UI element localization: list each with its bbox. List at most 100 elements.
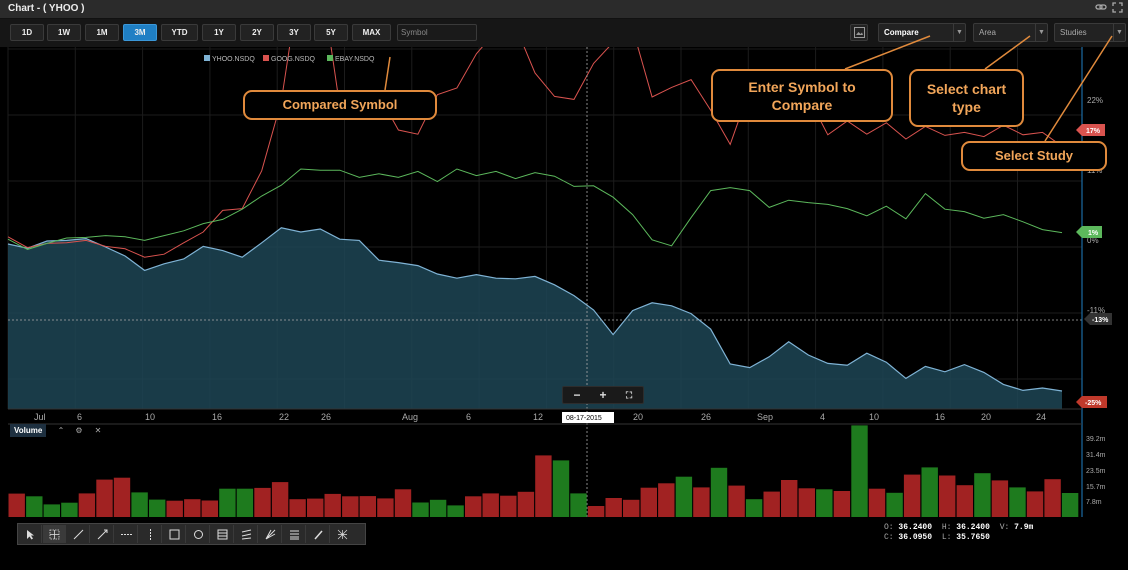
volume-axis-label: 7.8m bbox=[1086, 499, 1102, 506]
legend-swatch-yhoo bbox=[204, 55, 210, 61]
badge-yhoo-text: -25% bbox=[1085, 400, 1102, 407]
legend-label-goog: GOOG.NSDQ bbox=[271, 56, 316, 63]
fit-icon[interactable]: ⛶ bbox=[625, 390, 633, 400]
volume-bar bbox=[763, 491, 780, 517]
collapse-icon[interactable]: ⌃ bbox=[57, 426, 65, 435]
link-icon[interactable] bbox=[1094, 2, 1108, 16]
y-axis-label: 0% bbox=[1087, 236, 1099, 245]
text-icon[interactable] bbox=[331, 525, 354, 543]
range-button-3y[interactable]: 3Y bbox=[277, 24, 311, 41]
legend: YHOO.NSDQ GOOG.NSDQ EBAY.NSDQ bbox=[204, 55, 375, 63]
ohlc-vol: 7.9m bbox=[1014, 523, 1034, 532]
volume-bar bbox=[412, 502, 429, 517]
x-axis: Jul 6 10 16 22 26 Aug 6 12 20 26 Sep 4 1… bbox=[34, 412, 1046, 422]
badge-crosshair bbox=[1084, 313, 1112, 325]
ohlc-low: 35.7650 bbox=[956, 533, 990, 542]
ellipse-icon[interactable] bbox=[187, 525, 210, 543]
volume-bar bbox=[939, 475, 956, 517]
chart-type-label: Area bbox=[979, 28, 996, 37]
last-value-badges: 17% 1% -13% -25% bbox=[1076, 124, 1112, 408]
volume-bar bbox=[359, 496, 376, 517]
volume-bar bbox=[605, 498, 622, 517]
zoom-in-icon[interactable]: + bbox=[599, 388, 607, 402]
y-axis-label: -11% bbox=[1087, 306, 1105, 315]
range-button-1d[interactable]: 1D bbox=[10, 24, 44, 41]
volume-bar bbox=[1026, 491, 1044, 517]
expand-icon[interactable] bbox=[1110, 2, 1124, 16]
volume-bar bbox=[921, 467, 938, 517]
range-button-ytd[interactable]: YTD bbox=[161, 24, 198, 41]
rectangle-icon[interactable] bbox=[163, 525, 186, 543]
callout-select-study: Select Study bbox=[961, 141, 1107, 171]
range-button-5y[interactable]: 5Y bbox=[314, 24, 348, 41]
volume-bar bbox=[833, 491, 851, 517]
pointer-icon[interactable] bbox=[19, 525, 42, 543]
range-button-3m[interactable]: 3M bbox=[123, 24, 157, 41]
volume-bar bbox=[429, 499, 447, 517]
gann-fan-icon[interactable] bbox=[259, 525, 282, 543]
close-icon[interactable]: ✕ bbox=[94, 426, 102, 435]
crosshair-icon[interactable] bbox=[43, 525, 66, 543]
chevron-down-icon: ▼ bbox=[1113, 24, 1125, 41]
volume-bar bbox=[394, 489, 412, 517]
callout-compared-symbol-text: Compared Symbol bbox=[282, 97, 398, 112]
volume-bar bbox=[8, 493, 25, 517]
studies-dropdown[interactable]: Studies ▼ bbox=[1054, 23, 1126, 42]
x-axis-label: 20 bbox=[981, 412, 991, 422]
volume-bar bbox=[131, 492, 148, 517]
zoom-controls: − + ⛶ bbox=[562, 386, 644, 404]
screenshot-button[interactable] bbox=[850, 24, 868, 41]
volume-bar bbox=[289, 499, 306, 517]
channel-icon[interactable] bbox=[235, 525, 258, 543]
freeform-icon[interactable] bbox=[307, 525, 330, 543]
badge-goog bbox=[1076, 124, 1105, 136]
badge-yhoo bbox=[1076, 396, 1107, 408]
chart-toolbar: 1D 1W 1M 3M YTD 1Y 2Y 3Y 5Y MAX Compare … bbox=[0, 19, 1128, 47]
volume-bar bbox=[377, 498, 394, 517]
zoom-out-icon[interactable]: − bbox=[573, 388, 581, 402]
volume-bar bbox=[570, 493, 587, 517]
ohlc-high-label: H: bbox=[941, 523, 952, 532]
x-axis-label: 20 bbox=[633, 412, 643, 422]
volume-bar bbox=[236, 488, 254, 517]
x-axis-label: 6 bbox=[77, 412, 82, 422]
volume-bar bbox=[1009, 487, 1026, 517]
crosshair-date-label: 08-17-2015 bbox=[562, 412, 614, 423]
volume-bar bbox=[307, 498, 324, 517]
fibonacci-icon[interactable] bbox=[211, 525, 234, 543]
volume-bar bbox=[728, 485, 745, 517]
volume-bar bbox=[184, 499, 201, 517]
volume-bar bbox=[166, 500, 183, 517]
range-button-2y[interactable]: 2Y bbox=[240, 24, 274, 41]
volume-bar bbox=[43, 504, 60, 517]
ohlc-close: 36.0950 bbox=[898, 533, 933, 542]
price-chart[interactable]: YHOO.NSDQ GOOG.NSDQ EBAY.NSDQ 22% 11% 0%… bbox=[0, 47, 1128, 523]
callout-enter-symbol-line2: Compare bbox=[771, 97, 833, 113]
x-axis-label: Jul bbox=[34, 412, 46, 422]
range-button-max[interactable]: MAX bbox=[352, 24, 391, 41]
ohlc-high: 36.2400 bbox=[956, 523, 990, 532]
volume-bar bbox=[26, 496, 43, 517]
range-button-1m[interactable]: 1M bbox=[85, 24, 119, 41]
volume-bar bbox=[658, 483, 675, 517]
vertical-line-icon[interactable] bbox=[139, 525, 162, 543]
x-axis-label: 10 bbox=[145, 412, 155, 422]
volume-axis-label: 39.2m bbox=[1086, 436, 1106, 443]
symbol-input[interactable] bbox=[397, 24, 477, 41]
badge-ebay bbox=[1076, 226, 1102, 238]
compare-dropdown[interactable]: Compare ▼ bbox=[878, 23, 966, 42]
gear-icon[interactable]: ⚙ bbox=[75, 426, 83, 435]
ohlc-open-label: O: bbox=[884, 523, 894, 532]
ray-icon[interactable] bbox=[91, 525, 114, 543]
line-icon[interactable] bbox=[67, 525, 90, 543]
ohlc-open: 36.2400 bbox=[898, 523, 933, 532]
volume-bar bbox=[465, 496, 482, 517]
fib-fan-icon[interactable] bbox=[283, 525, 306, 543]
range-button-1y[interactable]: 1Y bbox=[202, 24, 236, 41]
callout-enter-symbol-line1: Enter Symbol to bbox=[748, 79, 856, 95]
volume-axis-label: 15.7m bbox=[1086, 484, 1106, 491]
callout-select-chart-line2: type bbox=[952, 99, 981, 115]
horizontal-line-icon[interactable] bbox=[115, 525, 138, 543]
volume-bar bbox=[96, 479, 113, 517]
range-button-1w[interactable]: 1W bbox=[47, 24, 81, 41]
